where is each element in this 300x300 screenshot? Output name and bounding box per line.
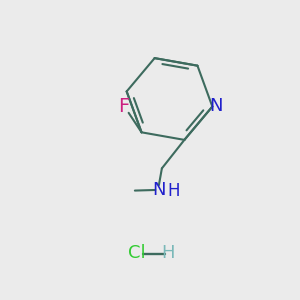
Text: H: H <box>161 244 175 262</box>
Text: H: H <box>167 182 179 200</box>
Text: F: F <box>118 97 129 116</box>
Text: N: N <box>209 97 223 115</box>
Text: Cl: Cl <box>128 244 145 262</box>
Text: N: N <box>152 181 166 199</box>
